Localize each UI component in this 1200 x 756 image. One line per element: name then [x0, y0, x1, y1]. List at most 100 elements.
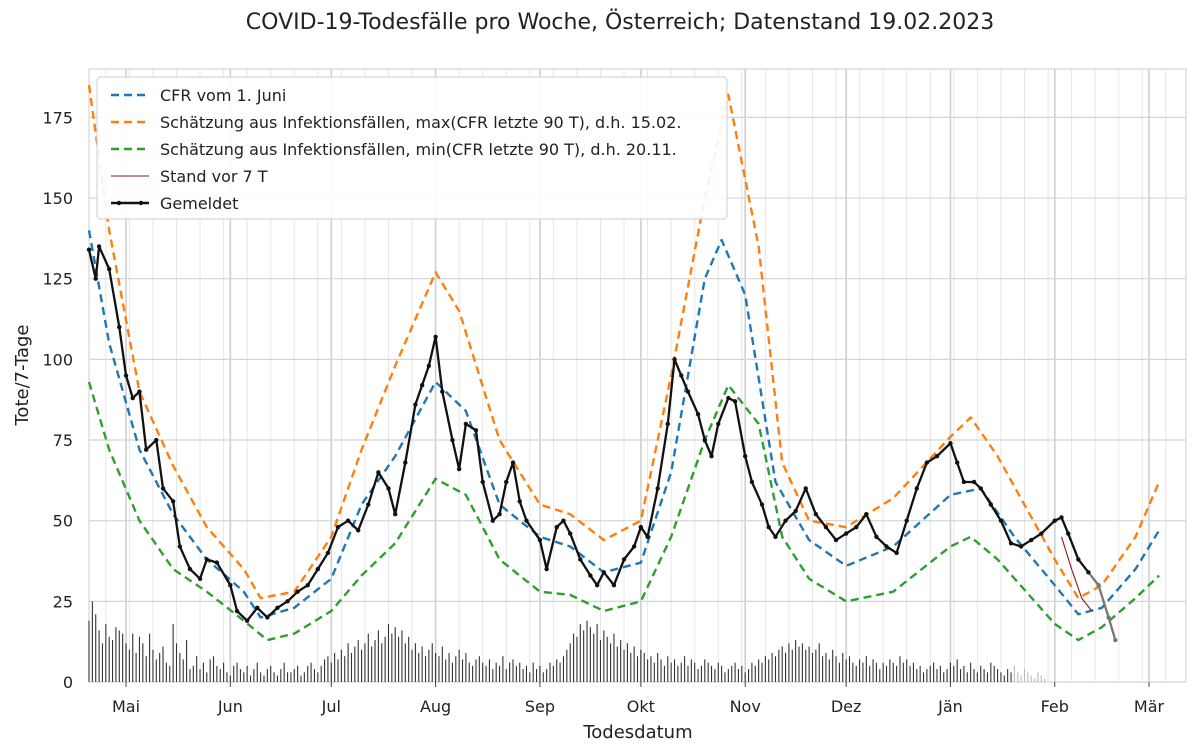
data-point	[170, 499, 176, 504]
data-point	[130, 395, 135, 401]
data-point	[554, 524, 559, 530]
data-point	[843, 531, 849, 536]
data-point	[1096, 583, 1101, 588]
y-tick-label: 75	[53, 431, 73, 450]
data-point	[137, 389, 142, 394]
data-point	[177, 544, 183, 549]
data-point	[914, 486, 919, 491]
series-markers	[86, 244, 1118, 643]
data-point	[732, 399, 738, 404]
y-axis-ticks: 0 25 50 75 100 125 150 175	[42, 108, 73, 692]
data-point	[123, 373, 129, 378]
data-point	[645, 534, 650, 540]
data-point	[1029, 537, 1034, 543]
data-point	[440, 389, 445, 394]
data-point	[1106, 615, 1111, 620]
data-point	[611, 583, 617, 588]
data-point	[517, 499, 522, 504]
data-point	[403, 460, 408, 465]
daily-bars	[88, 601, 1046, 682]
data-point	[759, 502, 765, 507]
data-point	[187, 566, 193, 572]
data-point	[1086, 570, 1091, 575]
data-point	[463, 421, 469, 427]
data-point	[749, 479, 755, 485]
legend-marker	[116, 200, 122, 206]
data-point	[325, 550, 331, 556]
data-point	[726, 395, 731, 401]
data-point	[1059, 515, 1064, 520]
y-tick-label: 125	[42, 270, 73, 289]
x-tick-label: Feb	[1041, 697, 1069, 716]
data-point	[426, 363, 432, 369]
data-point	[594, 583, 600, 588]
data-point	[197, 576, 203, 581]
data-point	[456, 466, 462, 472]
y-axis-label: Tote/7-Tage	[12, 325, 33, 427]
series-line-gemeldet-provisional	[1087, 571, 1117, 641]
data-point	[255, 605, 260, 610]
data-point	[419, 382, 425, 388]
data-point	[285, 599, 290, 604]
data-point	[106, 266, 112, 272]
data-point	[1008, 541, 1014, 546]
y-tick-label: 175	[42, 108, 73, 127]
x-tick-label: Aug	[420, 697, 451, 716]
data-point	[544, 566, 549, 572]
data-point	[567, 531, 573, 536]
series-line-3	[1060, 536, 1093, 612]
data-point	[894, 550, 899, 556]
data-point	[685, 389, 691, 394]
data-point	[823, 524, 829, 530]
data-point	[345, 518, 351, 523]
data-point	[803, 486, 808, 491]
legend-box	[96, 76, 728, 220]
data-point	[813, 512, 819, 517]
data-point	[954, 460, 960, 465]
x-tick-label: Mär	[1134, 697, 1165, 716]
data-point	[864, 512, 869, 517]
x-axis-label: Todesdatum	[582, 722, 692, 743]
data-point	[884, 544, 889, 549]
data-point	[117, 324, 122, 330]
data-point	[793, 508, 798, 514]
data-point	[480, 479, 485, 485]
legend-label: Schätzung aus Infektionsfällen, max(CFR …	[160, 113, 681, 132]
x-axis-ticks: Mai Jun Jul Aug Sep Okt Nov Dez Jän Feb Mär	[112, 682, 1165, 716]
data-point	[305, 583, 310, 588]
x-tick-label: Okt	[627, 697, 655, 716]
data-point	[234, 608, 240, 614]
y-tick-label: 150	[42, 189, 73, 208]
data-point	[96, 244, 102, 249]
data-point	[413, 402, 418, 407]
data-point	[93, 276, 98, 281]
data-point	[702, 437, 708, 443]
data-point	[1076, 557, 1081, 562]
series-line-0	[87, 230, 1161, 619]
data-point	[450, 437, 455, 443]
data-point	[510, 460, 516, 465]
data-point	[948, 441, 953, 446]
series-line-1	[87, 84, 1161, 600]
legend-marker	[138, 200, 144, 206]
x-tick-label: Mai	[112, 697, 140, 716]
data-point	[561, 518, 566, 523]
data-point	[386, 486, 391, 491]
x-tick-label: Jun	[217, 697, 243, 716]
data-point	[742, 453, 748, 459]
data-point	[631, 544, 637, 549]
data-point	[490, 518, 496, 523]
data-point	[393, 512, 398, 517]
chart-title: COVID-19-Todesfälle pro Woche, Österreic…	[245, 10, 995, 35]
data-point	[961, 479, 967, 485]
data-point	[854, 524, 859, 530]
data-point	[998, 518, 1004, 523]
x-tick-label: Jän	[937, 697, 963, 716]
data-point	[988, 502, 994, 507]
legend-label: Gemeldet	[160, 194, 238, 213]
data-point	[335, 524, 341, 530]
data-point	[473, 428, 479, 433]
data-point	[204, 557, 209, 562]
data-point	[773, 534, 778, 540]
data-point	[376, 470, 381, 475]
